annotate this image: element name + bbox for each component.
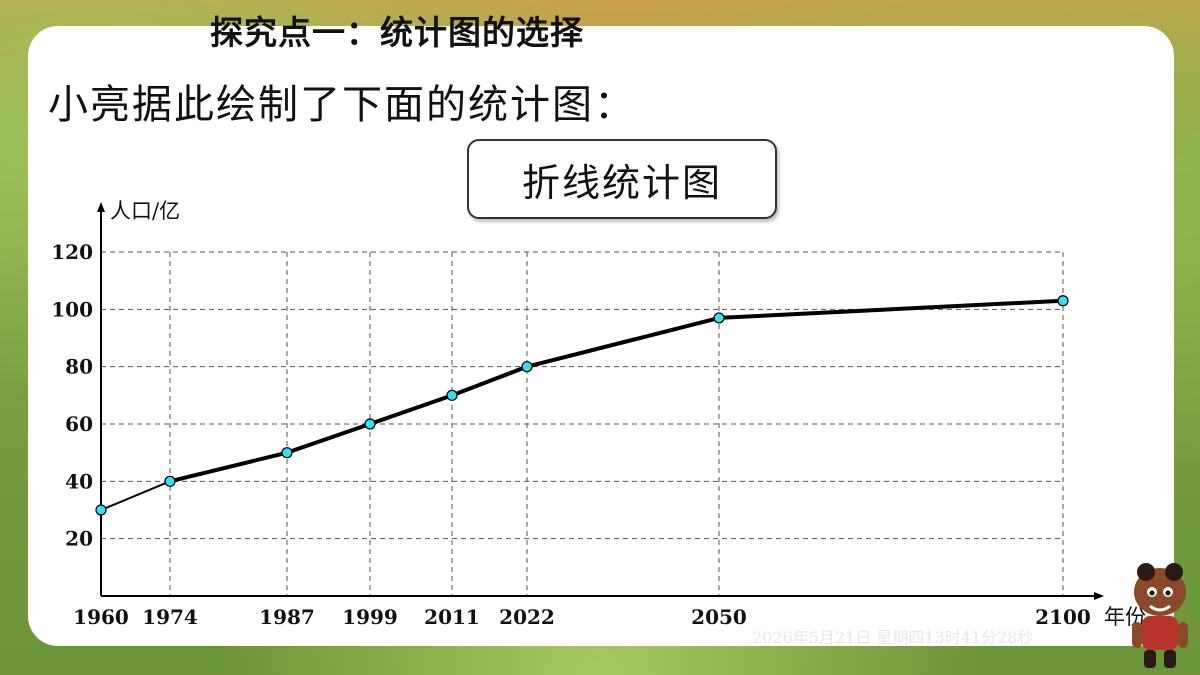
y-tick-label: 20 xyxy=(65,527,93,551)
y-tick-label: 40 xyxy=(65,469,93,493)
y-tick-labels: 20 40 60 80 100 120 xyxy=(51,240,93,551)
x-tick-label: 2050 xyxy=(691,605,747,629)
chart-type-label: 折线统计图 xyxy=(521,160,722,205)
slide-subtitle: 小亮据此绘制了下面的统计图： xyxy=(48,82,636,128)
data-point xyxy=(1057,295,1069,307)
data-point xyxy=(521,361,533,373)
population-series xyxy=(95,295,1069,516)
cartoon-character-icon xyxy=(1132,563,1188,668)
data-point xyxy=(164,475,176,487)
slide-heading: 探究点一：统计图的选择 xyxy=(210,13,584,52)
series-segment xyxy=(525,315,721,369)
series-segment xyxy=(450,364,529,398)
x-tick-label: 1974 xyxy=(142,605,198,629)
y-axis-arrow xyxy=(97,202,105,212)
chart-grid xyxy=(101,251,1064,596)
y-tick-label: 80 xyxy=(65,355,93,379)
y-tick-label: 120 xyxy=(51,240,93,264)
series-segment xyxy=(100,480,171,511)
x-tick-label: 1999 xyxy=(342,605,398,629)
series-segment xyxy=(368,393,454,426)
y-axis-label: 人口/亿 xyxy=(110,199,180,223)
x-tick-label: 1987 xyxy=(259,605,315,629)
timestamp: 2026年5月21日 星期四13时41分28秒 xyxy=(752,628,1034,647)
slide-card xyxy=(28,26,1174,646)
data-point xyxy=(446,389,458,401)
x-axis-arrow xyxy=(1094,592,1104,600)
chart-type-box: 折线统计图 xyxy=(467,139,777,219)
x-tick-label: 2011 xyxy=(424,605,480,629)
data-point xyxy=(95,504,107,516)
y-tick-label: 100 xyxy=(51,297,93,321)
y-tick-label: 60 xyxy=(65,412,93,436)
x-tick-label: 2022 xyxy=(499,605,555,629)
series-segment xyxy=(285,422,372,455)
x-tick-label: 1960 xyxy=(73,605,129,629)
data-point xyxy=(713,312,725,324)
series-segment xyxy=(717,298,1065,320)
chart-axes: 人口/亿 年份 xyxy=(97,199,1146,629)
x-tick-labels: 1960 1974 1987 1999 2011 2022 2050 2100 xyxy=(73,605,1091,629)
data-point xyxy=(364,418,376,430)
data-point xyxy=(281,447,293,459)
x-tick-label: 2100 xyxy=(1035,605,1091,629)
series-segment xyxy=(168,450,289,484)
